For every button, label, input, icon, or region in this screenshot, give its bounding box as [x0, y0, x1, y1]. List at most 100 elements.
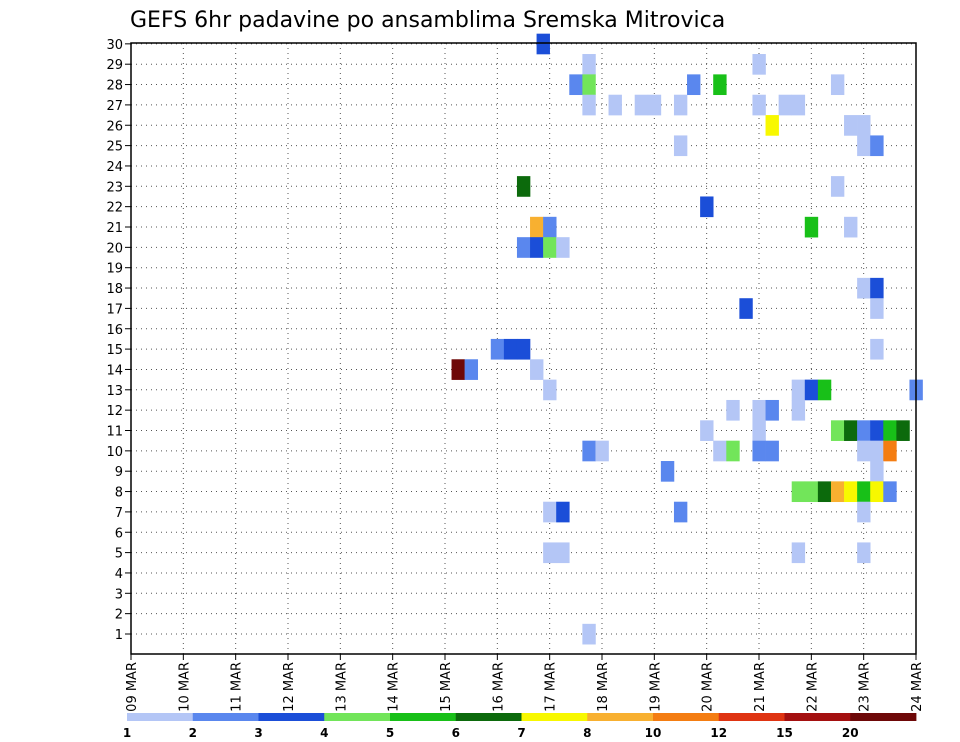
legend-label: 3: [254, 726, 262, 740]
y-tick-label: 12: [106, 404, 123, 419]
heatmap-cell: [543, 216, 557, 238]
x-tick-label: 19 MAR: [648, 662, 663, 712]
legend-swatch: [653, 713, 720, 721]
heatmap-cell: [857, 115, 871, 136]
color-legend: 1 2 3 4 5 6 7 8 10 12 15 20: [123, 713, 917, 740]
y-tick-label: 10: [106, 445, 123, 460]
x-tick-label: 10 MAR: [177, 662, 192, 712]
heatmap-cell: [569, 74, 583, 96]
heatmap-cell: [490, 338, 505, 360]
x-tick-label: 11 MAR: [230, 662, 245, 712]
heatmap-cell: [870, 420, 884, 441]
heatmap-cell: [516, 176, 531, 197]
legend-swatch: [784, 713, 851, 721]
legend-swatch: [258, 713, 325, 721]
heatmap-cell: [582, 94, 596, 116]
heatmap-cell: [582, 440, 596, 462]
heatmap-cell: [830, 176, 845, 197]
y-tick-label: 7: [115, 506, 123, 521]
x-tick-label: 15 MAR: [439, 662, 454, 712]
heatmap-cell: [870, 338, 884, 360]
y-tick-label: 28: [106, 79, 123, 94]
legend-label: 15: [776, 726, 793, 740]
legend-swatch: [455, 713, 522, 721]
legend-swatch: [127, 713, 194, 721]
heatmap-cell: [530, 359, 544, 380]
y-tick-label: 15: [106, 343, 123, 358]
heatmap-cell: [503, 338, 518, 360]
heatmap-cell: [739, 298, 753, 319]
heatmap-cell: [791, 399, 806, 421]
heatmap-cell: [673, 94, 688, 116]
heatmap-cell: [752, 399, 766, 421]
heatmap-cell: [830, 420, 845, 441]
y-tick-label: 1: [115, 628, 123, 643]
x-tick-label: 23 MAR: [858, 662, 873, 712]
heatmap-cell: [516, 237, 531, 258]
legend-swatch: [192, 713, 259, 721]
y-tick-label: 26: [106, 119, 123, 134]
legend-label: 4: [320, 726, 328, 740]
y-tick-label: 16: [106, 323, 123, 338]
y-tick-label: 25: [106, 140, 123, 155]
heatmap-cell: [713, 74, 727, 96]
heatmap-cell: [464, 359, 479, 380]
heatmap-cell: [883, 481, 897, 503]
y-tick-label: 27: [106, 99, 123, 114]
x-tick-label: 09 MAR: [125, 662, 140, 712]
heatmap-cell: [870, 481, 884, 503]
x-tick-label: 17 MAR: [544, 662, 559, 712]
y-tick-label: 19: [106, 262, 123, 277]
heatmap-cell: [543, 379, 557, 401]
y-tick-label: 20: [106, 241, 123, 256]
heatmap-cell: [556, 237, 570, 258]
heatmap-cell: [857, 542, 871, 564]
y-tick-label: 21: [106, 221, 123, 236]
heatmap-cell: [870, 298, 884, 319]
heatmap-cell: [608, 94, 622, 116]
x-tick-label: 22 MAR: [805, 662, 820, 712]
heatmap-cell: [536, 33, 550, 55]
legend-label: 5: [386, 726, 394, 740]
legend-swatch: [390, 713, 457, 721]
y-tick-label: 24: [106, 160, 123, 175]
heatmap-cell: [713, 440, 727, 462]
legend-label: 1: [123, 726, 131, 740]
heatmap-cell: [582, 54, 596, 75]
y-axis-ticks: 1234567891011121314151617181920212223242…: [106, 38, 131, 643]
heatmap-cell: [857, 481, 871, 503]
heatmap-cell: [844, 481, 858, 503]
chart-title: GEFS 6hr padavine po ansamblima Sremska …: [130, 8, 725, 33]
x-tick-label: 20 MAR: [701, 662, 716, 712]
heatmap-cell: [765, 115, 779, 136]
heatmap-cell: [870, 440, 884, 462]
heatmap-cell: [530, 237, 544, 258]
heatmap-cell: [791, 481, 806, 503]
heatmap-cell: [870, 461, 884, 482]
y-tick-label: 5: [115, 547, 123, 562]
heatmap-cell: [582, 623, 596, 645]
heatmap-cell: [857, 135, 871, 157]
heatmap-cell: [516, 338, 531, 360]
heatmap-cell: [752, 54, 766, 75]
heatmap-cell: [582, 74, 596, 96]
legend-label: 12: [710, 726, 727, 740]
y-tick-label: 23: [106, 180, 123, 195]
heatmap-cell: [857, 420, 871, 441]
x-tick-label: 13 MAR: [334, 662, 349, 712]
heatmap-cell: [830, 74, 845, 96]
heatmap-cell: [870, 277, 884, 299]
heatmap-cell: [647, 94, 662, 116]
y-tick-label: 22: [106, 201, 123, 216]
heatmap-cell: [804, 379, 819, 401]
y-tick-label: 29: [106, 58, 123, 73]
y-tick-label: 13: [106, 384, 123, 399]
heatmap-cell: [883, 420, 897, 441]
y-tick-label: 3: [115, 587, 123, 602]
legend-swatch: [718, 713, 785, 721]
heatmap-cell: [687, 74, 701, 96]
legend-label: 20: [842, 726, 859, 740]
heatmap-cell: [778, 94, 793, 116]
legend-swatch: [324, 713, 391, 721]
plot-frame: [130, 42, 917, 655]
